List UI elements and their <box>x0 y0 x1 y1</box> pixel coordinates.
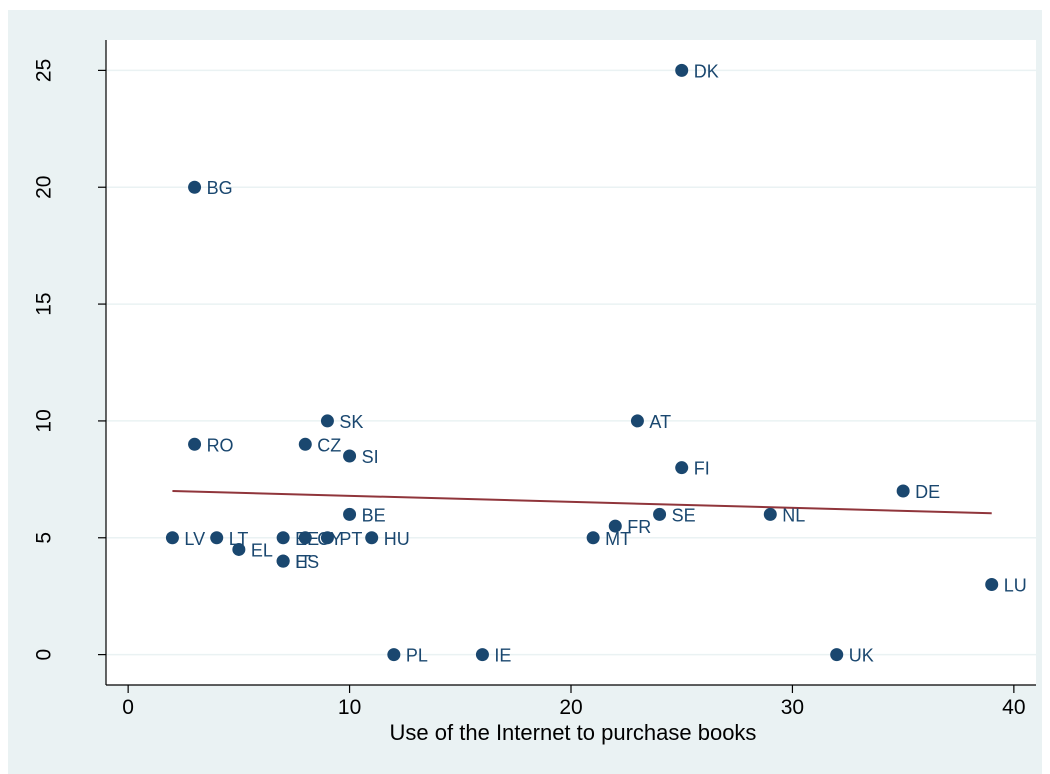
point-lu <box>985 578 999 592</box>
point-label-de: DE <box>915 482 940 502</box>
point-lv <box>165 531 179 545</box>
point-label-fi: FI <box>694 459 710 479</box>
x-axis-title: Use of the Internet to purchase books <box>390 720 757 745</box>
point-label-it: IT <box>295 552 311 572</box>
scatter-chart: DKBGSKATROCZSIFIDEBESENLFRLVLTEECYPTHUMT… <box>33 40 1036 745</box>
fit-line-layer <box>172 490 992 515</box>
point-si <box>343 449 357 463</box>
points-layer: DKBGSKATROCZSIFIDEBESENLFRLVLTEECYPTHUMT… <box>165 61 1027 666</box>
x-tick-label-2: 20 <box>559 696 582 719</box>
x-tick-label-3: 30 <box>781 696 804 719</box>
point-at <box>630 414 644 428</box>
grid-lines <box>106 69 1036 656</box>
x-tick-label-0: 0 <box>122 696 134 719</box>
point-label-mt: MT <box>605 529 631 549</box>
point-fi <box>675 461 689 475</box>
point-label-pt: PT <box>339 529 362 549</box>
plot-area <box>106 40 1036 685</box>
point-pl <box>387 648 401 662</box>
point-cz <box>298 437 312 451</box>
point-cy <box>298 531 312 545</box>
point-label-sk: SK <box>339 412 363 432</box>
point-ee <box>276 531 290 545</box>
point-label-lt: LT <box>229 529 249 549</box>
point-label-hu: HU <box>384 529 410 549</box>
point-label-nl: NL <box>782 505 805 525</box>
point-mt <box>586 531 600 545</box>
y-tick-label-2: 10 <box>33 409 56 432</box>
point-nl <box>763 507 777 521</box>
point-label-ie: IE <box>494 646 511 666</box>
point-label-lv: LV <box>184 529 205 549</box>
point-label-at: AT <box>649 412 671 432</box>
point-ie <box>475 648 489 662</box>
y-tick-label-3: 15 <box>33 292 56 315</box>
point-label-uk: UK <box>849 646 874 666</box>
point-label-es: ES <box>295 552 319 572</box>
point-dk <box>675 63 689 77</box>
point-label-be: BE <box>362 505 386 525</box>
point-label-fr: FR <box>627 517 651 537</box>
point-es <box>276 554 290 568</box>
point-label-dk: DK <box>694 61 719 81</box>
fit-line <box>172 490 992 515</box>
point-pt <box>320 531 334 545</box>
point-be <box>343 507 357 521</box>
y-tick-label-5: 25 <box>33 59 56 82</box>
y-ticks: 0 5 10 15 20 25 <box>33 59 106 661</box>
point-uk <box>830 648 844 662</box>
point-se <box>653 507 667 521</box>
point-label-cz: CZ <box>317 435 341 455</box>
point-label-ro: RO <box>207 435 234 455</box>
point-label-el: EL <box>251 540 273 560</box>
point-lt <box>210 531 224 545</box>
point-label-bg: BG <box>207 178 233 198</box>
point-label-se: SE <box>672 505 696 525</box>
point-de <box>896 484 910 498</box>
point-sk <box>320 414 334 428</box>
point-label-lu: LU <box>1004 576 1027 596</box>
y-tick-label-4: 20 <box>33 176 56 199</box>
point-ro <box>188 437 202 451</box>
chart-frame: DKBGSKATROCZSIFIDEBESENLFRLVLTEECYPTHUMT… <box>8 10 1042 774</box>
x-tick-label-4: 40 <box>1002 696 1025 719</box>
y-tick-label-1: 5 <box>33 532 56 544</box>
point-label-si: SI <box>362 447 379 467</box>
x-tick-label-1: 10 <box>338 696 361 719</box>
point-hu <box>365 531 379 545</box>
point-fr <box>608 519 622 533</box>
point-label-pl: PL <box>406 646 428 666</box>
y-tick-label-0: 0 <box>33 649 56 661</box>
point-el <box>232 542 246 556</box>
x-ticks: 0 10 20 30 40 <box>122 685 1026 719</box>
point-bg <box>188 180 202 194</box>
